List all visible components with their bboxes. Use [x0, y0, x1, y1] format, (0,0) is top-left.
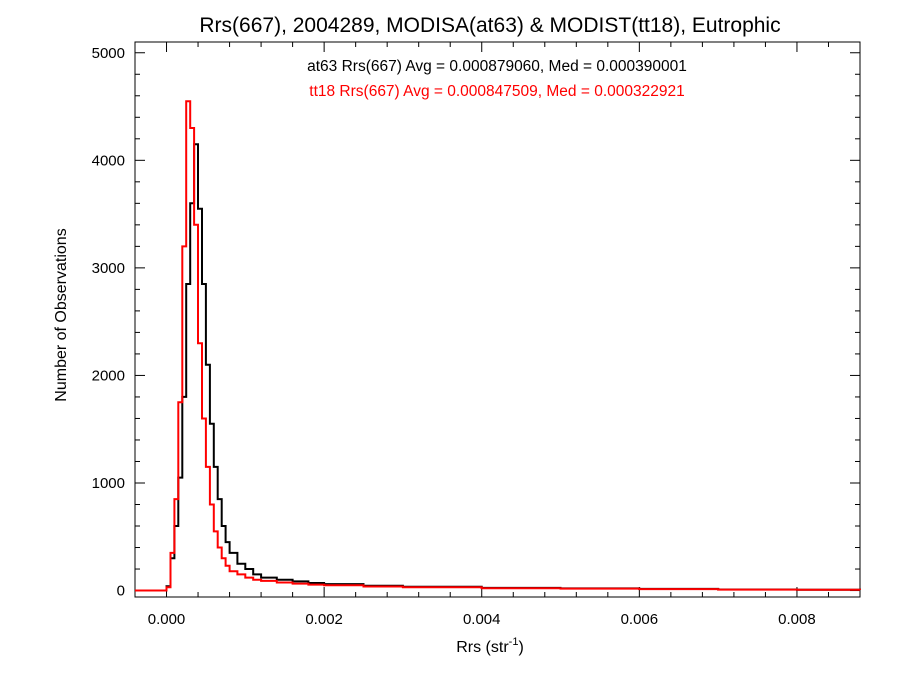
x-tick-label: 0.002	[305, 611, 343, 628]
x-tick-label: 0.008	[778, 611, 816, 628]
y-axis-label: Number of Observations	[53, 228, 70, 401]
chart-title: Rrs(667), 2004289, MODISA(at63) & MODIST…	[199, 14, 780, 37]
y-tick-label: 4000	[92, 152, 125, 169]
y-tick-label: 2000	[92, 367, 125, 384]
x-tick-label: 0.004	[463, 611, 501, 628]
x-axis-label-close: )	[518, 639, 523, 656]
y-tick-label: 1000	[92, 475, 125, 492]
axes-layer: 0.000 0.002 0.004 0.006 0.008 0 1000 2000 3000 40…	[92, 41, 861, 628]
legend-entry-tt18: tt18 Rrs(667) Avg = 0.000847509, Med = 0…	[309, 83, 684, 100]
x-axis-label-superscript: -1	[509, 636, 519, 648]
y-tick-label: 5000	[92, 45, 125, 62]
series-layer	[135, 100, 861, 592]
y-tick-label: 0	[117, 583, 125, 600]
series-line-tt18	[135, 100, 861, 592]
y-tick-label: 3000	[92, 260, 125, 277]
x-tick-label: 0.000	[148, 611, 186, 628]
legend-entry-at63: at63 Rrs(667) Avg = 0.000879060, Med = 0…	[307, 58, 687, 75]
x-axis-label: Rrs (str-1)	[456, 636, 524, 656]
plot-frame	[134, 41, 861, 598]
series-line-at63	[135, 143, 861, 592]
x-tick-label: 0.006	[621, 611, 659, 628]
x-axis-label-text: Rrs (str	[456, 639, 509, 656]
